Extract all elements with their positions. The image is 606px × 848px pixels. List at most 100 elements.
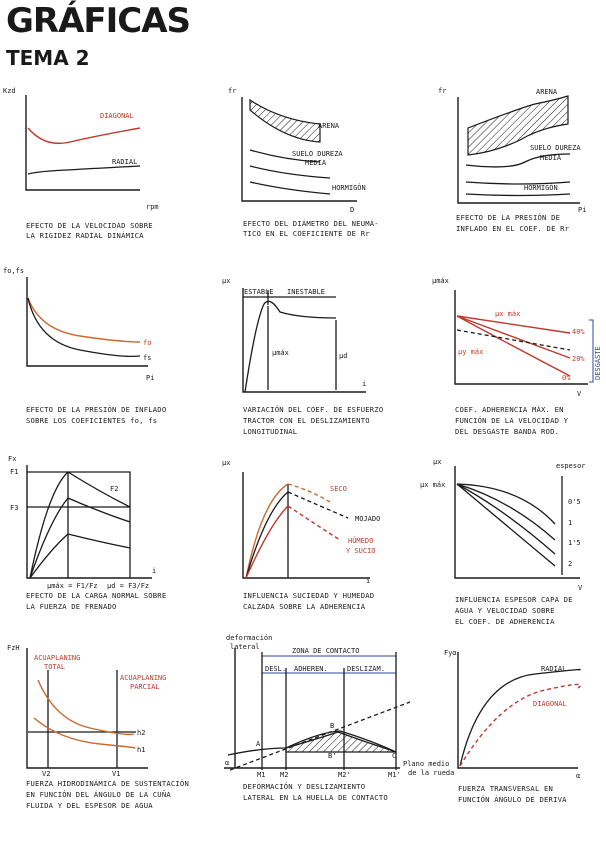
curve-diagonal [27,127,141,145]
series-label-mu-max: μmáx [272,349,289,357]
caption-line: DEFORMACIÓN Y DESLIZAMIENTO [243,782,365,791]
page-title: GRÁFICAS [6,1,191,41]
x-axis-label: V [577,390,582,398]
label-total-1: ACUAPLANING [34,654,80,662]
axes [454,290,588,385]
xmark-v1: V1 [112,770,120,778]
x-axis-label: α [576,772,580,780]
curve-f3 [29,533,131,579]
curve-1-5 [456,483,556,555]
curve-dirty [245,505,289,579]
series-label-0: 0% [562,374,571,382]
caption-line: VARIACIÓN DEL COEF. DE ESFUERZO [243,405,383,414]
chart-rr-vs-pressure: fr Pi ARENA SUELO DUREZA MEDIA HORMIGÓN … [438,87,586,233]
caption-line: EFECTO DE LA VELOCIDAD SOBRE [26,221,153,230]
curve-concrete-2 [465,193,571,197]
caption-line: EFECTO DE LA PRESIÓN DE [456,213,560,222]
series-label-mu-y: μy máx [458,348,483,356]
caption-line: SOBRE LOS COEFICIENTES fo, fs [26,416,157,425]
xmark-m1: M1 [257,771,265,779]
series-label-medium: MEDIA [305,159,327,167]
legend-title: espesor [556,462,586,470]
curve-fs [27,297,141,358]
series-label-radial: RADIAL [541,665,566,673]
subzone-adhesion: ADHEREN. [294,665,328,673]
region-label-stable: ESTABLE [244,288,274,296]
caption-line: TICO EN EL COEFICIENTE DE Rr [243,229,370,238]
x-axis-label: i [152,567,156,575]
chart-fo-fs-vs-pressure: fo,fs Pi fo fs EFECTO DE LA PRESIÓN DE I… [3,267,166,425]
axes [242,472,370,579]
xmark-m2: M2 [280,771,288,779]
caption-line: INFLUENCIA ESPESOR CAPA DE [455,595,573,604]
point-a: A [256,740,261,748]
series-label-dirty: Y SUCIO [346,547,376,555]
xmark-mumax: μmáx = F1/Fz [47,582,98,590]
xmark-m2p: M2' [338,771,351,779]
caption-line: FUNCIÓN DE LA VELOCIDAD Y [455,416,569,425]
axes [241,97,357,202]
level-1: 1 [568,519,572,527]
series-label-sand: ARENA [318,122,340,130]
curve-20pct [456,315,571,359]
caption-line: EFECTO DE LA PRESIÓN DE INFLADO [26,405,166,414]
x-axis-label: i [362,380,366,388]
series-label-soil: SUELO DUREZA [530,144,581,152]
caption-line: EL COEF. DE ADHERENCIA [455,617,555,626]
curve-dirty-dashed [287,505,341,541]
series-label-wet: MOJADO [355,515,380,523]
y-axis-label: fr [228,87,236,95]
caption-line: EFECTO DEL DIÁMETRO DEL NEUMÁ- [243,219,379,228]
caption-line: COEF. ADHERENCIA MÁX. EN [455,405,564,414]
y-axis-label: Kzd [3,87,16,95]
series-label-diagonal: DIAGONAL [100,112,134,120]
curve-concrete [249,165,331,179]
curve-diagonal [459,683,582,767]
point-b: B [330,722,334,730]
axes [454,466,580,579]
series-label-sand: ARENA [536,88,558,96]
curve-wet [245,491,289,579]
x-axis-label: V [578,584,583,592]
plane-label-1: Plano medio [403,760,449,768]
curve-0-5 [456,483,556,525]
y-axis-label: μmáx [432,277,449,285]
curve-wet-dashed [287,491,349,519]
x-axis-label: D [350,206,354,214]
label-partial-2: PARCIAL [130,683,160,691]
label-total-2: TOTAL [44,663,65,671]
curve-2 [456,483,556,567]
caption-line: LA RIGIDEZ RADIAL DINÁMICA [26,231,144,240]
caption-line: LONGITUDINAL [243,427,297,436]
xmark-mud: μd = F3/Fz [107,582,149,590]
axes [26,648,148,769]
hatched-band-sand [249,98,321,143]
chart-braking-force: Fx i F1 F3 F2 μmáx = F1/Fz μd = F3/Fz EF… [8,455,166,611]
series-label-humid: HÚMEDO [348,536,373,545]
y-axis-label: fr [438,87,446,95]
series-label-concrete: HORMIGÓN [332,183,366,192]
series-label-fs: fs [143,354,151,362]
tick-f1: F1 [10,468,18,476]
caption-line: LATERAL EN LA HUELLA DE CONTACTO [243,793,388,802]
caption-line: TRACTOR CON EL DESLIZAMIENTO [243,416,370,425]
zone-label: ZONA DE CONTACTO [292,647,359,655]
axes [26,277,148,367]
series-label-mu-d: μd [339,352,347,360]
x-axis-label: Pi [146,374,154,382]
caption-line: INFLADO EN EL COEF. DE Rr [456,224,570,233]
axes [25,95,140,191]
series-label-dry: SECO [330,485,347,493]
curve-mu-y-dashed [456,329,571,351]
chart-dirt-humidity: μx i SECO MOJADO HÚMEDO Y SUCIO INFLUENC… [222,459,380,611]
series-label-h2: h2 [137,729,145,737]
level-0-5: 0'5 [568,498,581,506]
series-label-concrete: HORMIGÓN [524,183,558,192]
curve-f2 [29,497,131,579]
page-subtitle: TEMA 2 [6,46,90,70]
curve-concrete [465,181,571,185]
x-axis-label: i [366,577,370,585]
curve-h1 [33,717,136,749]
x-axis-label: Pi [578,206,586,214]
chart-stiffness-vs-speed: Kzd rpm DIAGONAL RADIAL EFECTO DE LA VEL… [3,87,159,240]
